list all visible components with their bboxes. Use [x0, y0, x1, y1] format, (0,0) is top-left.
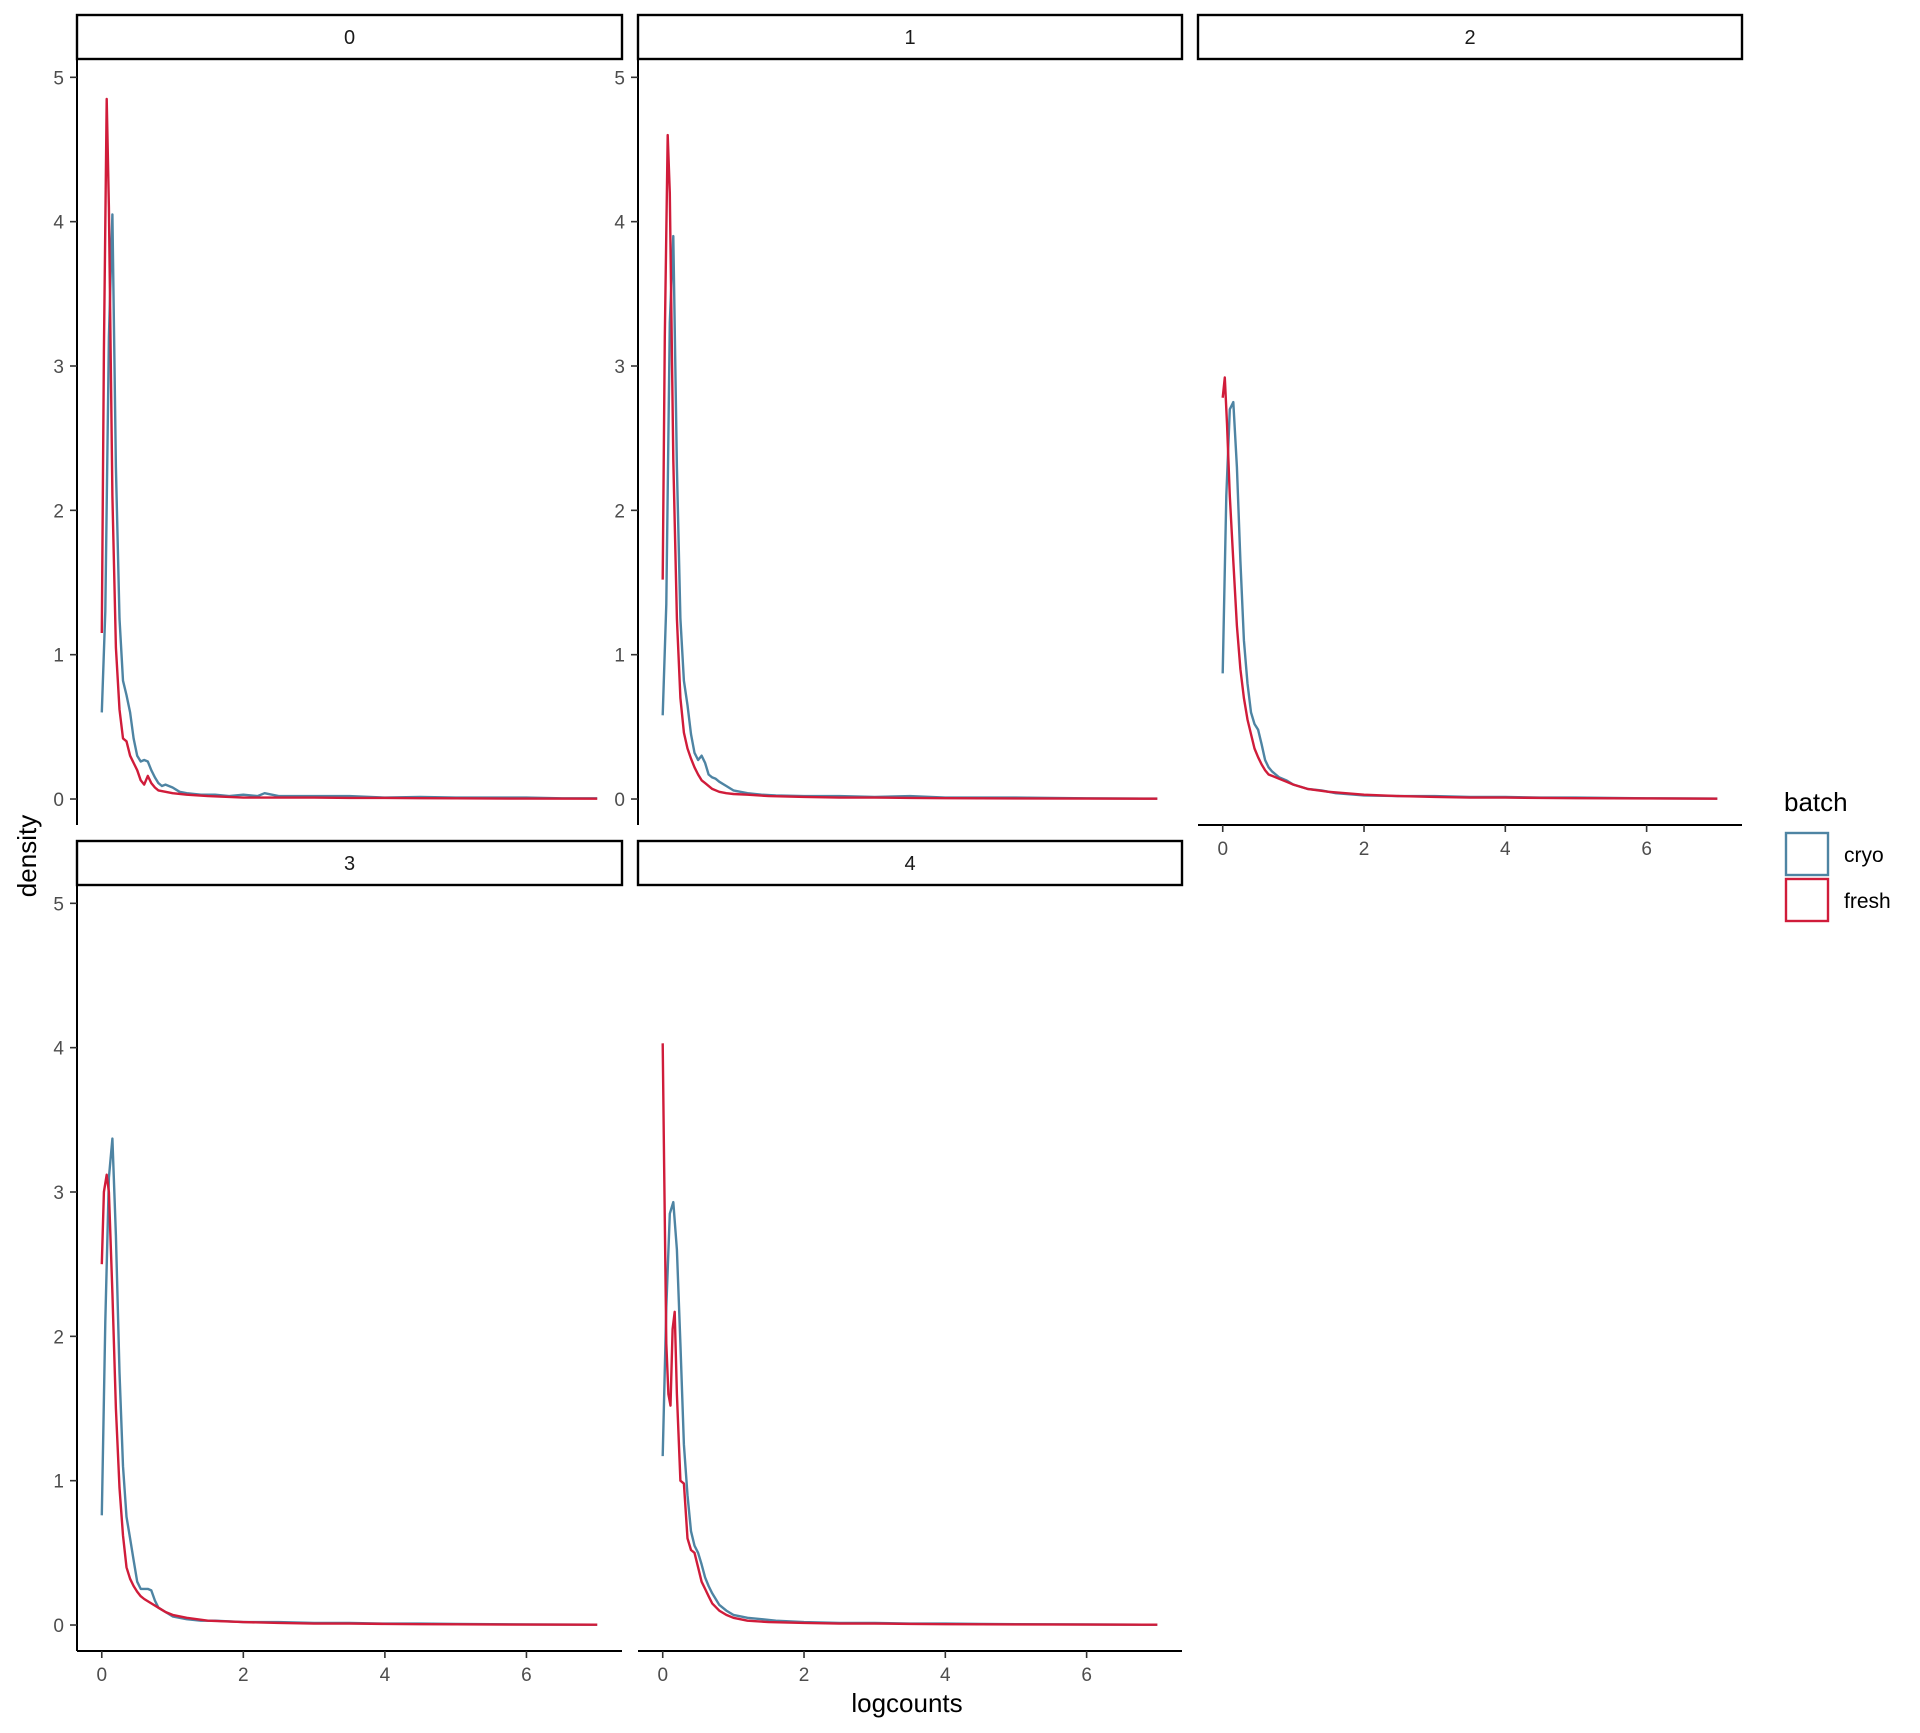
facet-strip-0 — [75, 13, 624, 61]
x-tick-label: 0 — [96, 1665, 107, 1686]
x-tick-label: 2 — [799, 1665, 810, 1686]
x-tick-label: 6 — [1641, 839, 1652, 860]
facet-panel-4: 4 0 2 4 6 — [636, 839, 1184, 1686]
y-tick-label: 3 — [614, 357, 625, 378]
facet-strip-label-3: 3 — [344, 853, 355, 875]
legend-key-fresh — [1784, 877, 1830, 923]
legend-label-cryo: cryo — [1844, 844, 1884, 867]
y-tick-label: 2 — [53, 501, 64, 522]
y-tick-label: 2 — [614, 501, 625, 522]
x-tick-label: 0 — [657, 1665, 668, 1686]
density-line-cryo-facet-2 — [1221, 400, 1718, 800]
density-line-fresh-facet-2 — [1221, 376, 1718, 800]
facet-strip-label-1: 1 — [904, 27, 915, 49]
y-tick-label: 5 — [53, 68, 64, 89]
x-tick-label: 6 — [1081, 1665, 1092, 1686]
y-tick-label: 5 — [53, 894, 64, 915]
facet-strip-3 — [75, 839, 624, 887]
legend: batch cryo fresh — [1784, 787, 1891, 923]
legend-key-cryo — [1784, 831, 1830, 877]
facet-strip-label-0: 0 — [344, 27, 355, 49]
legend-title: batch — [1784, 787, 1848, 817]
legend-label-fresh: fresh — [1844, 890, 1891, 913]
facet-panel-3: 3 0 1 2 3 4 5 0 2 4 6 — [53, 839, 624, 1686]
y-tick-label: 2 — [53, 1327, 64, 1348]
facet-panel-0: 0 0 1 2 3 4 5 — [53, 13, 624, 825]
x-tick-label: 4 — [940, 1665, 951, 1686]
y-tick-label: 3 — [53, 1183, 64, 1204]
density-line-cryo-facet-4 — [661, 1200, 1158, 1626]
x-tick-label: 4 — [1500, 839, 1511, 860]
y-tick-label: 1 — [53, 646, 64, 667]
density-line-fresh-facet-3 — [100, 1173, 598, 1626]
facet-panel-2: 2 0 2 4 6 — [1196, 13, 1744, 860]
density-line-fresh-facet-0 — [100, 97, 598, 800]
y-tick-label: 0 — [53, 790, 64, 811]
facet-panels: 0 0 1 2 3 4 5 1 0 1 2 3 4 5 2 0 2 4 6 3 0 1 2 3 4 5 0 2 4 6 4 0 2 4 6 — [53, 13, 1744, 1686]
y-tick-label: 5 — [614, 68, 625, 89]
y-tick-label: 0 — [53, 1616, 64, 1637]
density-line-cryo-facet-1 — [661, 234, 1158, 800]
facet-strip-2 — [1196, 13, 1744, 61]
y-tick-label: 4 — [614, 213, 625, 234]
x-tick-label: 6 — [521, 1665, 532, 1686]
facet-panel-1: 1 0 1 2 3 4 5 — [614, 13, 1184, 825]
x-tick-label: 2 — [1359, 839, 1370, 860]
y-tick-label: 0 — [614, 790, 625, 811]
x-tick-label: 4 — [380, 1665, 391, 1686]
y-axis-title: density — [12, 815, 42, 897]
y-tick-label: 1 — [614, 646, 625, 667]
x-tick-label: 0 — [1217, 839, 1228, 860]
y-tick-label: 3 — [53, 357, 64, 378]
y-tick-label: 4 — [53, 213, 64, 234]
density-line-cryo-facet-3 — [100, 1137, 598, 1626]
density-line-fresh-facet-1 — [661, 133, 1158, 800]
facet-strip-1 — [636, 13, 1184, 61]
y-tick-label: 4 — [53, 1039, 64, 1060]
x-tick-label: 2 — [238, 1665, 249, 1686]
facet-strip-label-4: 4 — [904, 853, 915, 875]
facet-strip-label-2: 2 — [1464, 27, 1475, 49]
y-tick-label: 1 — [53, 1472, 64, 1493]
density-line-cryo-facet-0 — [100, 213, 598, 800]
density-line-fresh-facet-4 — [661, 1043, 1158, 1626]
facet-strip-4 — [636, 839, 1184, 887]
x-axis-title: logcounts — [851, 1688, 962, 1718]
